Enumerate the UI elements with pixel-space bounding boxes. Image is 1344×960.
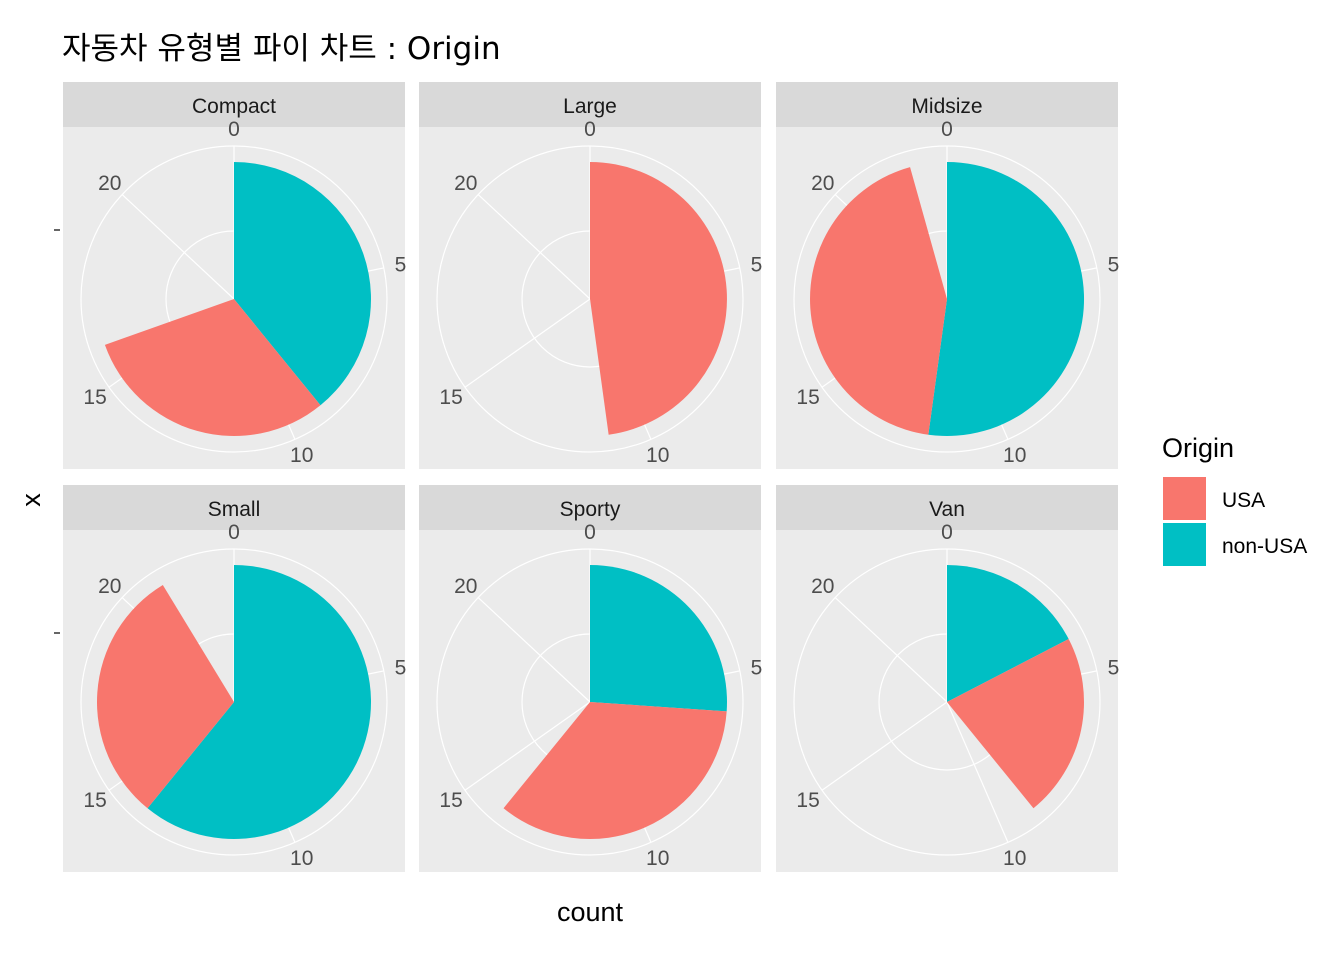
radial-grid-line [464, 701, 591, 791]
pie-slice-usa [503, 702, 727, 839]
y-axis-ticks [54, 229, 60, 634]
legend-label: USA [1222, 489, 1265, 512]
radial-grid-line [464, 298, 591, 388]
radial-grid-line [121, 194, 235, 300]
pie-slice-usa [947, 638, 1084, 809]
theta-tick-label: 10 [1003, 847, 1026, 870]
legend-key-usa [1163, 477, 1206, 520]
theta-tick-label: 5 [395, 253, 407, 276]
theta-tick-label: 0 [584, 521, 596, 544]
theta-tick-label: 15 [439, 386, 462, 409]
theta-tick-label: 20 [811, 575, 834, 598]
facet-strip-label: Large [563, 95, 617, 118]
theta-tick-label: 15 [796, 789, 819, 812]
radial-grid-line [946, 701, 1009, 843]
theta-tick-label: 10 [646, 847, 669, 870]
theta-tick-label: 10 [290, 444, 313, 467]
theta-tick-label: 5 [395, 656, 407, 679]
theta-tick-label: 15 [83, 386, 106, 409]
radial-grid-line [834, 597, 948, 703]
facet-strip-label: Midsize [911, 95, 982, 118]
y-axis-title: x [16, 493, 46, 507]
radial-grid-line [821, 701, 948, 791]
pie-slice-usa [590, 162, 727, 435]
legend: Origin USA non-USA [1162, 433, 1307, 566]
theta-tick-label: 15 [83, 789, 106, 812]
theta-tick-label: 0 [941, 118, 953, 141]
facet-strip [419, 485, 761, 530]
theta-tick-label: 5 [1108, 656, 1120, 679]
theta-tick-label: 10 [290, 847, 313, 870]
facet-strip-label: Compact [192, 95, 276, 118]
theta-tick-label: 20 [811, 172, 834, 195]
theta-tick-label: 0 [228, 118, 240, 141]
pie-slice-non-usa [590, 565, 727, 712]
theta-tick-label: 0 [941, 521, 953, 544]
facet-strip [63, 82, 405, 127]
theta-tick-label: 5 [1108, 253, 1120, 276]
legend-key-non-usa [1163, 523, 1206, 566]
theta-tick-label: 15 [796, 386, 819, 409]
legend-title: Origin [1162, 433, 1234, 463]
theta-tick-label: 20 [454, 172, 477, 195]
facet-strip [776, 485, 1118, 530]
theta-tick-label: 10 [646, 444, 669, 467]
facet-strip [776, 82, 1118, 127]
theta-tick-label: 20 [454, 575, 477, 598]
pie-slice-usa [810, 167, 947, 435]
radial-grid-line [477, 194, 591, 300]
facet-strip-label: Sporty [560, 498, 621, 521]
pie-slice-non-usa [928, 161, 1085, 437]
theta-tick-label: 10 [1003, 444, 1026, 467]
pie-slice-usa [104, 299, 321, 436]
theta-tick-label: 15 [439, 789, 462, 812]
facet-strip [419, 82, 761, 127]
facet-strip-label: Small [208, 498, 261, 521]
radial-grid-line [477, 597, 591, 703]
pie-slice-usa [96, 584, 234, 809]
facet-strip-label: Van [929, 498, 965, 521]
pie-slice-non-usa [147, 565, 372, 839]
legend-label: non-USA [1222, 535, 1307, 558]
facet-strip [63, 485, 405, 530]
facet-panels: Compact05101520Large05101520Midsize05101… [63, 82, 1119, 872]
theta-tick-label: 5 [751, 253, 763, 276]
theta-tick-label: 20 [98, 575, 121, 598]
theta-tick-label: 0 [228, 521, 240, 544]
pie-slice-non-usa [234, 162, 371, 406]
theta-tick-label: 5 [751, 656, 763, 679]
theta-tick-label: 20 [98, 172, 121, 195]
theta-tick-label: 0 [584, 118, 596, 141]
chart-title: 자동차 유형별 파이 차트 : Origin [62, 31, 501, 67]
pie-slice-non-usa [947, 565, 1069, 702]
x-axis-title: count [557, 897, 624, 927]
